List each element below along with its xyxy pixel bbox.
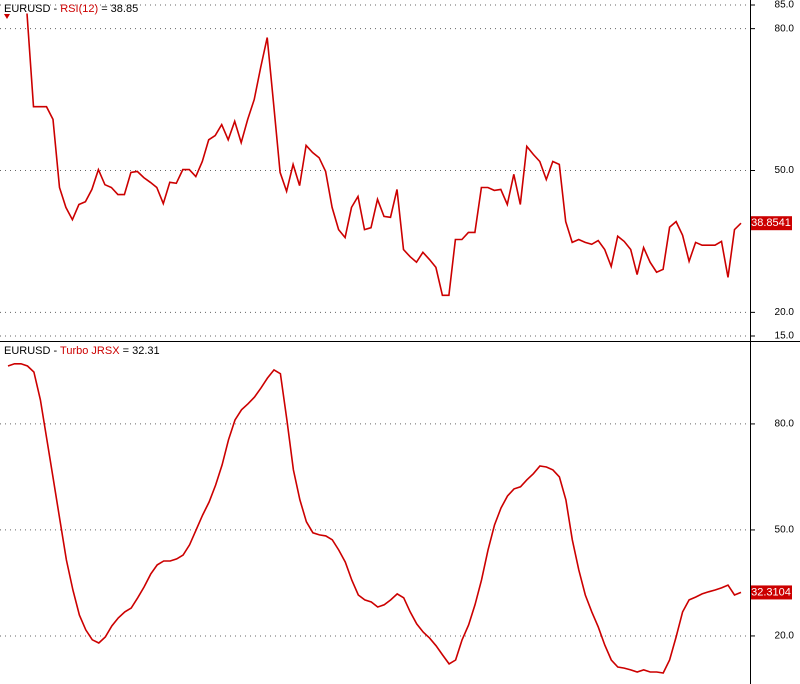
title-indicator: RSI(12) bbox=[60, 3, 98, 15]
y-tick-label: 15.0 bbox=[775, 331, 795, 342]
y-tick-label: 50.0 bbox=[775, 525, 795, 536]
title-symbol: EURUSD - bbox=[4, 3, 60, 15]
y-tick-label: 50.0 bbox=[775, 165, 795, 176]
last-value-label: 32.3104 bbox=[751, 586, 791, 598]
title-reading: = 32.31 bbox=[120, 345, 160, 357]
y-tick-label: 85.0 bbox=[775, 0, 795, 11]
last-value-box bbox=[751, 216, 792, 231]
series-line bbox=[7, 363, 742, 674]
y-tick-label: 80.0 bbox=[775, 419, 795, 430]
y-tick-label: 20.0 bbox=[775, 307, 795, 318]
title-reading: = 38.85 bbox=[98, 3, 138, 15]
y-tick-label: 80.0 bbox=[775, 23, 795, 34]
title-symbol: EURUSD - bbox=[4, 345, 60, 357]
series-line bbox=[26, 13, 742, 297]
panel-title: EURUSD - Turbo JRSX = 32.31 bbox=[4, 345, 160, 357]
last-value-label: 38.8541 bbox=[751, 217, 791, 229]
title-indicator: Turbo JRSX bbox=[60, 345, 120, 357]
marker-arrow bbox=[4, 14, 10, 19]
y-tick-label: 20.0 bbox=[775, 631, 795, 642]
last-value-box bbox=[751, 585, 792, 600]
panel-title: EURUSD - RSI(12) = 38.85 bbox=[4, 3, 138, 15]
